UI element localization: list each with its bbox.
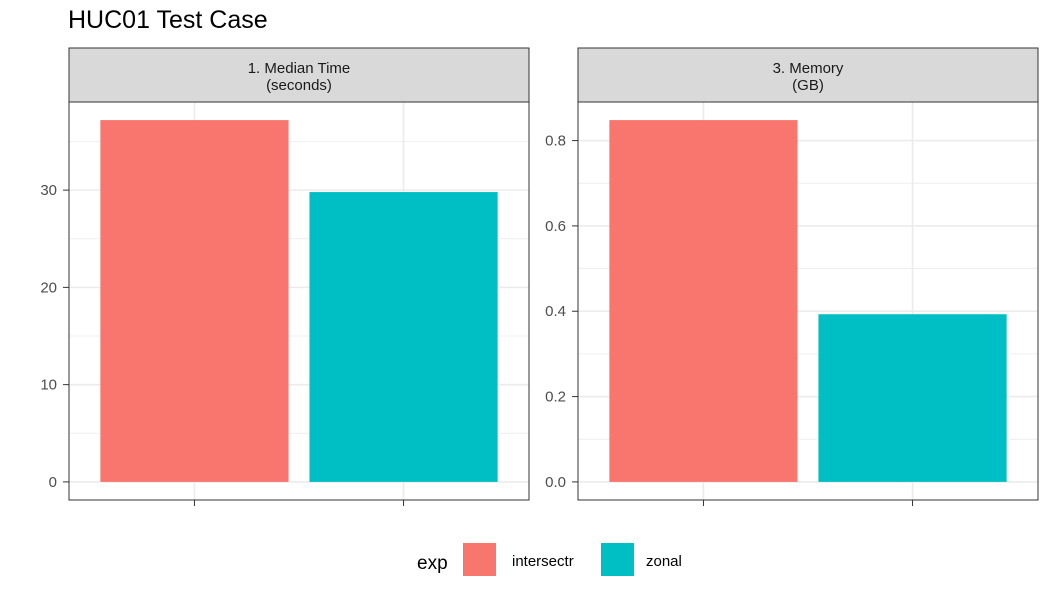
y-tick-label: 0.2 [545,389,566,406]
y-tick-label: 0.6 [545,218,566,235]
legend-label: intersectr [512,553,574,570]
legend-key-zonal [601,543,634,576]
y-tick-label: 10 [40,377,57,394]
legend-key-intersectr [463,543,496,576]
bar-zonal[interactable] [818,314,1007,482]
facet-strip-label: 1. Median Time [248,60,351,77]
legend-label: zonal [646,553,682,570]
y-tick-label: 0.4 [545,303,566,320]
facet-strip [577,47,1039,103]
y-tick-label: 20 [40,279,57,296]
bar-zonal[interactable] [309,192,498,482]
bar-intersectr[interactable] [100,120,289,482]
y-tick-label: 0.0 [545,474,566,491]
bar-intersectr[interactable] [609,120,798,482]
panel-border [68,101,530,501]
facet-strip [68,47,530,103]
panel-border [577,101,1039,501]
y-tick-label: 0.8 [545,133,566,150]
chart-title: HUC01 Test Case [68,6,268,34]
legend-title: exp [417,553,448,574]
facet-strip-label: 3. Memory [773,60,844,77]
facet-strip-label: (seconds) [266,77,332,94]
facet-strip-label: (GB) [792,77,824,94]
y-tick-label: 0 [49,474,57,491]
y-tick-label: 30 [40,182,57,199]
